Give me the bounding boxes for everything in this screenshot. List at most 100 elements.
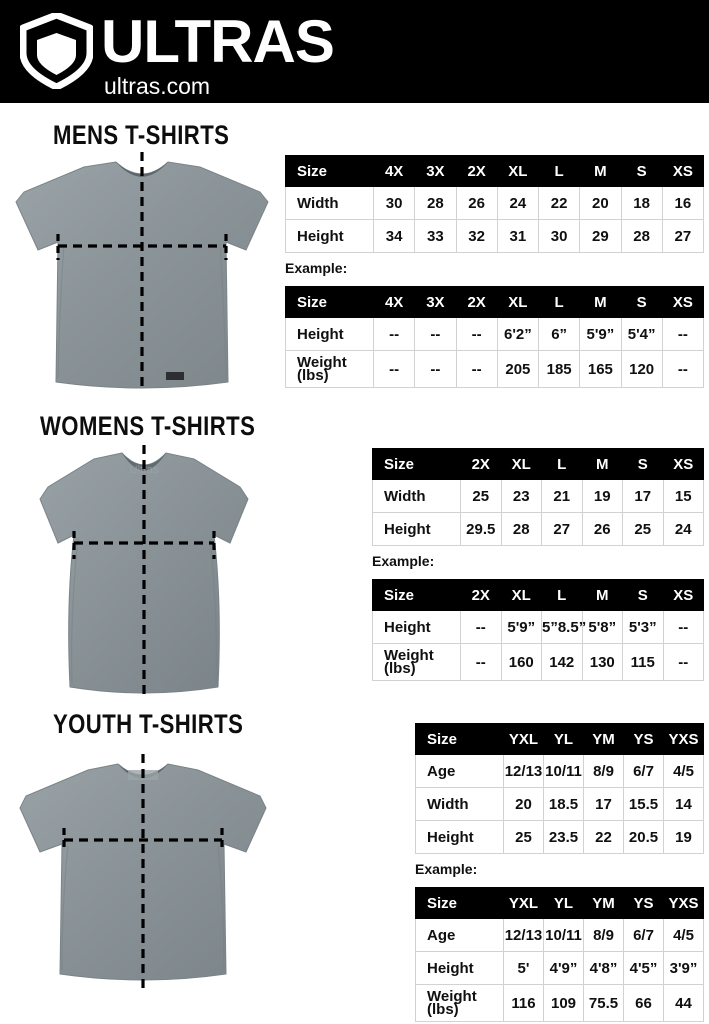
cell: 4'9” [543, 951, 584, 985]
col-header: L [537, 155, 581, 187]
table-row: Weight (lbs) -- -- -- 205 185 165 120 -- [285, 350, 705, 388]
cell: 23.5 [543, 820, 584, 854]
row-label-line2: (lbs) [427, 1001, 459, 1018]
table-row: Width 30 28 26 24 22 20 18 16 [285, 186, 705, 220]
cell: 5'9” [500, 610, 542, 644]
cell: 10/11 [543, 918, 584, 952]
womens-example-table: Size 2X XL L M S XS Height -- 5'9” 5”8.5… [372, 579, 704, 681]
cell: 5'8” [581, 610, 623, 644]
cell: -- [372, 317, 416, 351]
col-header: YS [623, 723, 664, 755]
cell: 19 [581, 479, 623, 513]
table-row: Age 12/13 10/11 8/9 6/7 4/5 [415, 754, 704, 788]
col-header: YM [583, 887, 624, 919]
cell: 24 [662, 512, 704, 546]
table-row: Width 25 23 21 19 17 15 [372, 479, 704, 513]
cell: 28 [500, 512, 542, 546]
section-title-youth: YOUTH T-SHIRTS [53, 709, 244, 739]
col-header: YS [623, 887, 664, 919]
cell: 6'2” [496, 317, 540, 351]
table-row: Height 34 33 32 31 30 29 28 27 [285, 219, 705, 253]
cell: 15 [662, 479, 704, 513]
womens-tshirt-illustration: Ultras [28, 443, 260, 698]
col-header: 4X [372, 286, 416, 318]
brand-url: ultras.com [104, 73, 211, 99]
example-label-mens: Example: [285, 260, 348, 276]
cell: 17 [622, 479, 664, 513]
col-header: XS [662, 448, 704, 480]
row-label-line1: Weight [297, 354, 347, 371]
col-header: 2X [455, 286, 498, 318]
col-header: Size [285, 286, 374, 318]
cell: 4'5” [623, 951, 664, 985]
cell: 5”8.5” [541, 610, 586, 644]
cell: 27 [661, 219, 705, 253]
cell: 185 [537, 350, 581, 388]
col-header: XL [500, 448, 542, 480]
col-header: XL [500, 579, 542, 611]
cell: 21 [541, 479, 583, 513]
cell: -- [460, 643, 502, 681]
svg-text:Ultras: Ultras [130, 464, 159, 476]
row-label: Width [372, 479, 461, 513]
table-header-row: Size 4X 3X 2X XL L M S XS [285, 155, 705, 187]
cell: 8/9 [583, 754, 624, 788]
col-header: 2X [455, 155, 498, 187]
cell: 205 [496, 350, 540, 388]
cell: 5' [503, 951, 544, 985]
cell: 66 [623, 984, 664, 1022]
mens-tshirt-illustration [6, 150, 278, 395]
cell: 3'9” [663, 951, 704, 985]
cell: 22 [583, 820, 624, 854]
col-header: S [620, 286, 663, 318]
cell: 6/7 [623, 754, 664, 788]
table-row: Weight (lbs) -- 160 142 130 115 -- [372, 643, 704, 681]
cell: 120 [620, 350, 663, 388]
table-row: Height 29.5 28 27 26 25 24 [372, 512, 704, 546]
table-header-row: Size YXL YL YM YS YXS [415, 723, 704, 755]
table-row: Height -- -- -- 6'2” 6” 5'9” 5'4” -- [285, 317, 705, 351]
cell: -- [455, 350, 498, 388]
cell: 26 [455, 186, 498, 220]
cell: 14 [663, 787, 704, 821]
col-header: Size [372, 448, 461, 480]
cell: 5'9” [579, 317, 622, 351]
col-header: XL [496, 155, 540, 187]
row-label: Width [415, 787, 504, 821]
cell: 18.5 [543, 787, 584, 821]
cell: 23 [500, 479, 542, 513]
row-label: Age [415, 754, 504, 788]
table-header-row: Size 4X 3X 2X XL L M S XS [285, 286, 705, 318]
cell: 116 [503, 984, 544, 1022]
row-label-line2: (lbs) [384, 660, 416, 677]
col-header: Size [372, 579, 461, 611]
table-header-row: Size 2X XL L M S XS [372, 448, 704, 480]
col-header: 3X [414, 155, 457, 187]
youth-example-table: Size YXL YL YM YS YXS Age 12/13 10/11 8/… [415, 887, 704, 1022]
row-label: Height [285, 317, 374, 351]
cell: 26 [581, 512, 623, 546]
col-header: YXL [503, 887, 544, 919]
table-row: Weight (lbs) 116 109 75.5 66 44 [415, 984, 704, 1022]
col-header: XL [496, 286, 540, 318]
cell: -- [662, 643, 704, 681]
section-title-womens: WOMENS T-SHIRTS [40, 411, 256, 441]
row-label: Weight (lbs) [372, 643, 461, 681]
cell: 22 [537, 186, 581, 220]
cell: 33 [414, 219, 457, 253]
cell: 29.5 [460, 512, 502, 546]
col-header: S [622, 448, 664, 480]
cell: 28 [414, 186, 457, 220]
site-header: ULTRAS ultras.com [0, 0, 709, 103]
mens-example-table: Size 4X 3X 2X XL L M S XS Height -- -- -… [285, 286, 705, 388]
col-header: YM [583, 723, 624, 755]
cell: 15.5 [623, 787, 664, 821]
cell: 28 [620, 219, 663, 253]
col-header: YXS [663, 887, 704, 919]
cell: 12/13 [503, 754, 544, 788]
cell: 4/5 [663, 918, 704, 952]
cell: 19 [663, 820, 704, 854]
cell: -- [414, 350, 457, 388]
cell: 109 [543, 984, 584, 1022]
cell: 8/9 [583, 918, 624, 952]
